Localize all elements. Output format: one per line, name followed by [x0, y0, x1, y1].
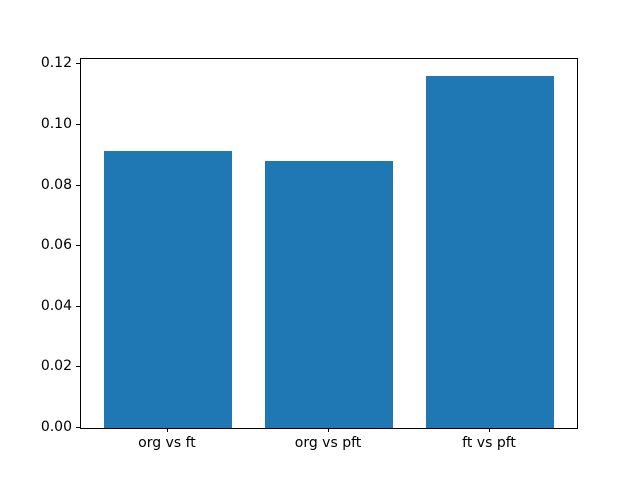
- x-tick-label: ft vs pft: [462, 435, 516, 451]
- plot-area: [80, 58, 578, 429]
- y-tick-label: 0.12: [40, 55, 72, 72]
- bar-ft-vs-pft: [425, 75, 555, 428]
- bar-org-vs-pft: [264, 161, 394, 428]
- x-tick-mark: [328, 428, 329, 432]
- y-tick-label: 0.04: [40, 297, 72, 314]
- x-tick-label: org vs ft: [138, 435, 196, 451]
- y-tick-mark: [76, 63, 80, 65]
- y-tick-mark: [76, 305, 80, 307]
- bar-org-vs-ft: [103, 150, 233, 428]
- y-tick-mark: [76, 124, 80, 126]
- y-tick-mark: [76, 245, 80, 247]
- x-tick-mark: [166, 428, 168, 432]
- y-tick-mark: [76, 184, 80, 186]
- y-tick-label: 0.02: [40, 358, 72, 375]
- y-tick-label: 0.10: [40, 116, 72, 133]
- y-tick-mark: [76, 366, 80, 368]
- y-tick-label: 0.06: [40, 237, 72, 254]
- y-tick-label: 0.00: [40, 419, 72, 435]
- x-tick-mark: [489, 428, 491, 432]
- y-tick-label: 0.08: [40, 176, 72, 193]
- x-tick-label: org vs pft: [294, 435, 362, 451]
- y-tick-mark: [76, 427, 80, 428]
